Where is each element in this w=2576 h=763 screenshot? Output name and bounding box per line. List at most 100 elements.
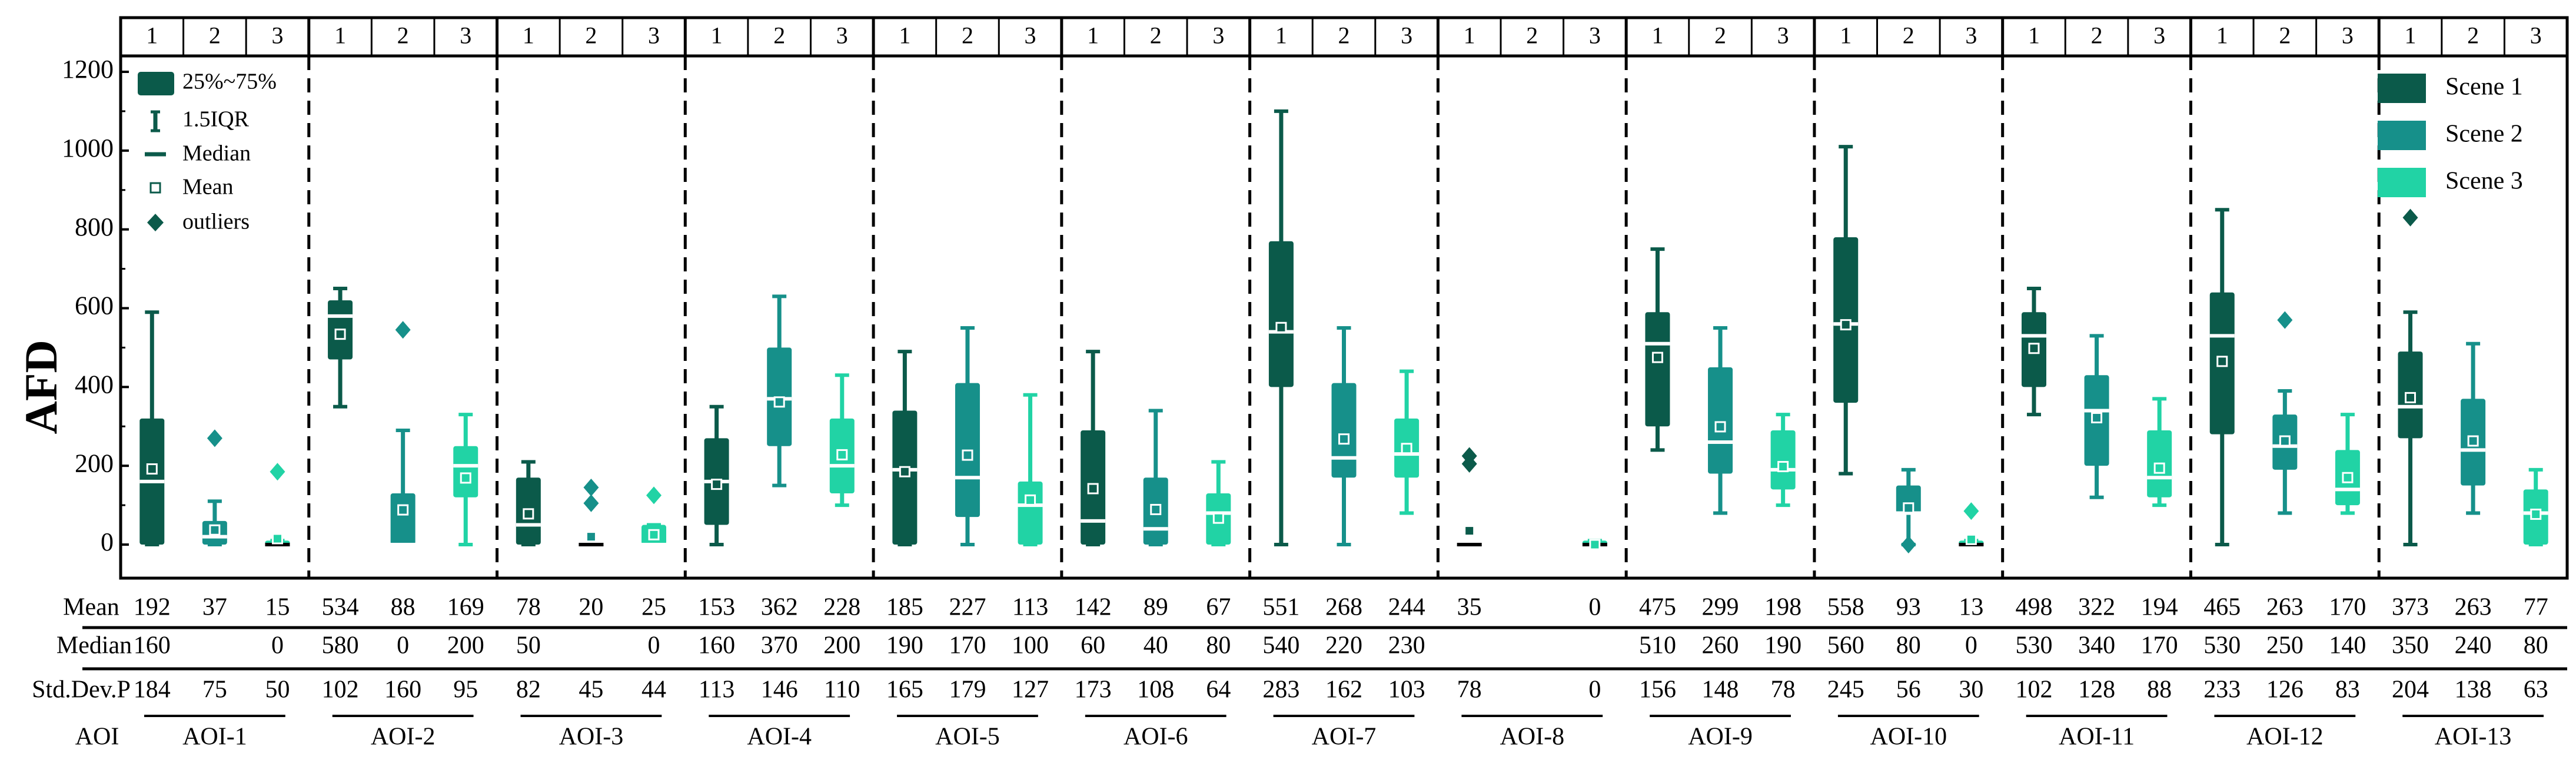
box-aoi-2-scene-2: [390, 321, 416, 546]
box-aoi-7-scene-2: [1331, 326, 1357, 546]
mean-value: 78: [516, 594, 541, 621]
outlier-marker: [395, 321, 411, 339]
box-aoi-12-scene-1: [2209, 208, 2235, 546]
iqr-box: [390, 493, 416, 545]
outlier-marker: [1461, 447, 1477, 465]
mean-marker: [2467, 435, 2479, 447]
median-value: 170: [949, 632, 986, 659]
std-value: 102: [2015, 676, 2052, 704]
scene-number: 2: [2467, 22, 2479, 49]
mean-marker: [1777, 461, 1789, 473]
iqr-box: [1018, 481, 1043, 545]
scene-number: 2: [1714, 22, 1726, 49]
scene-number: 3: [2530, 22, 2542, 49]
scene-number: 3: [2153, 22, 2165, 49]
aoi-label: AOI-5: [935, 724, 1000, 751]
legend-scene-swatch: [2378, 168, 2426, 197]
median-value: 350: [2392, 632, 2429, 659]
mean-marker: [2342, 472, 2354, 483]
y-axis: 0 200 400 600 800 1000 1200 AFD: [15, 55, 129, 556]
scene-number: 1: [1651, 22, 1663, 49]
scene-number: 3: [460, 22, 471, 49]
median-value: 560: [1827, 632, 1864, 659]
legend-left: 25%~75% 1.5IQR Median Mean outliers: [138, 69, 277, 234]
std-value: 160: [384, 676, 421, 704]
median-value: 0: [648, 632, 660, 659]
box-aoi-9-scene-2: [1708, 326, 1733, 515]
group-separators: [307, 18, 2381, 578]
mean-marker: [1589, 539, 1601, 550]
aoi-label: AOI-12: [2246, 724, 2324, 751]
scene-number: 3: [2342, 22, 2354, 49]
median-value: 240: [2455, 632, 2492, 659]
iqr-box: [1896, 485, 1921, 513]
mean-value: 25: [641, 594, 666, 621]
mean-value: 228: [823, 594, 860, 621]
mean-value: 89: [1144, 594, 1168, 621]
plot-frame: [119, 16, 2569, 580]
scene-number: 3: [1401, 22, 1412, 49]
median-value: 0: [397, 632, 409, 659]
scene-number: 2: [209, 22, 221, 49]
box-aoi-5-scene-3: [1018, 393, 1043, 546]
std-value: 233: [2203, 676, 2241, 704]
box-aoi-6-scene-1: [1081, 350, 1106, 546]
mean-value: 373: [2392, 594, 2429, 621]
aoi-label: AOI-7: [1312, 724, 1377, 751]
median-value: 50: [516, 632, 541, 659]
outlier-marker: [207, 429, 222, 447]
scene-number: 2: [1338, 22, 1350, 49]
median-value: 200: [823, 632, 860, 659]
median-value: 260: [1702, 632, 1739, 659]
iqr-box: [453, 446, 478, 497]
scene-number: 2: [1526, 22, 1538, 49]
std-value: 44: [641, 676, 666, 704]
mean-marker: [146, 463, 158, 475]
y-tick-label: 800: [75, 213, 114, 241]
box-aoi-7-scene-3: [1394, 369, 1420, 515]
box-aoi-5-scene-1: [892, 350, 918, 546]
scene-number: 3: [1965, 22, 1977, 49]
outlier-marker: [1900, 536, 1916, 553]
mean-value: 113: [1012, 594, 1048, 621]
mean-value: 465: [2203, 594, 2241, 621]
mean-value: 20: [579, 594, 603, 621]
mean-marker: [2091, 412, 2103, 424]
median-value: 0: [1965, 632, 1977, 659]
legend-right: Scene 1 Scene 2 Scene 3: [2378, 74, 2523, 197]
median-value: 220: [1325, 632, 1362, 659]
scene-number: 2: [962, 22, 973, 49]
mean-value: 194: [2141, 594, 2178, 621]
mean-marker: [648, 529, 660, 540]
scene-number: 3: [836, 22, 848, 49]
box-aoi-13-scene-1: [2398, 208, 2423, 546]
scene-number: 3: [1025, 22, 1036, 49]
median-value: 530: [2015, 632, 2052, 659]
stats-table: Mean Median Std.Dev.P AOI 192 160 184 37 75 15 0 50…: [32, 594, 2567, 751]
mean-marker: [1025, 494, 1036, 506]
mean-marker: [1840, 319, 1852, 331]
box-aoi-3-scene-2: [579, 478, 604, 546]
mean-value: 67: [1206, 594, 1231, 621]
scene-number: 1: [2028, 22, 2040, 49]
iqr-box: [1645, 312, 1670, 427]
outlier-marker: [646, 486, 662, 505]
scene-number: 3: [1777, 22, 1789, 49]
std-value: 165: [886, 676, 923, 704]
legend-mean-label: Mean: [182, 175, 234, 200]
mean-value: 88: [391, 594, 416, 621]
outlier-marker: [2277, 311, 2293, 329]
scene-number: 3: [1589, 22, 1601, 49]
y-tick-label: 1200: [62, 55, 114, 84]
mean-value: 170: [2329, 594, 2366, 621]
mean-marker: [1903, 502, 1914, 514]
scene-number: 1: [1275, 22, 1287, 49]
aoi-label: AOI-13: [2435, 724, 2512, 751]
median-value: 370: [761, 632, 798, 659]
median-value: 80: [1896, 632, 1921, 659]
row-label-aoi: AOI: [75, 724, 119, 751]
iqr-box: [892, 410, 918, 545]
mean-marker: [1965, 533, 1977, 545]
scene-number: 2: [585, 22, 597, 49]
std-value: 30: [1959, 676, 1983, 704]
